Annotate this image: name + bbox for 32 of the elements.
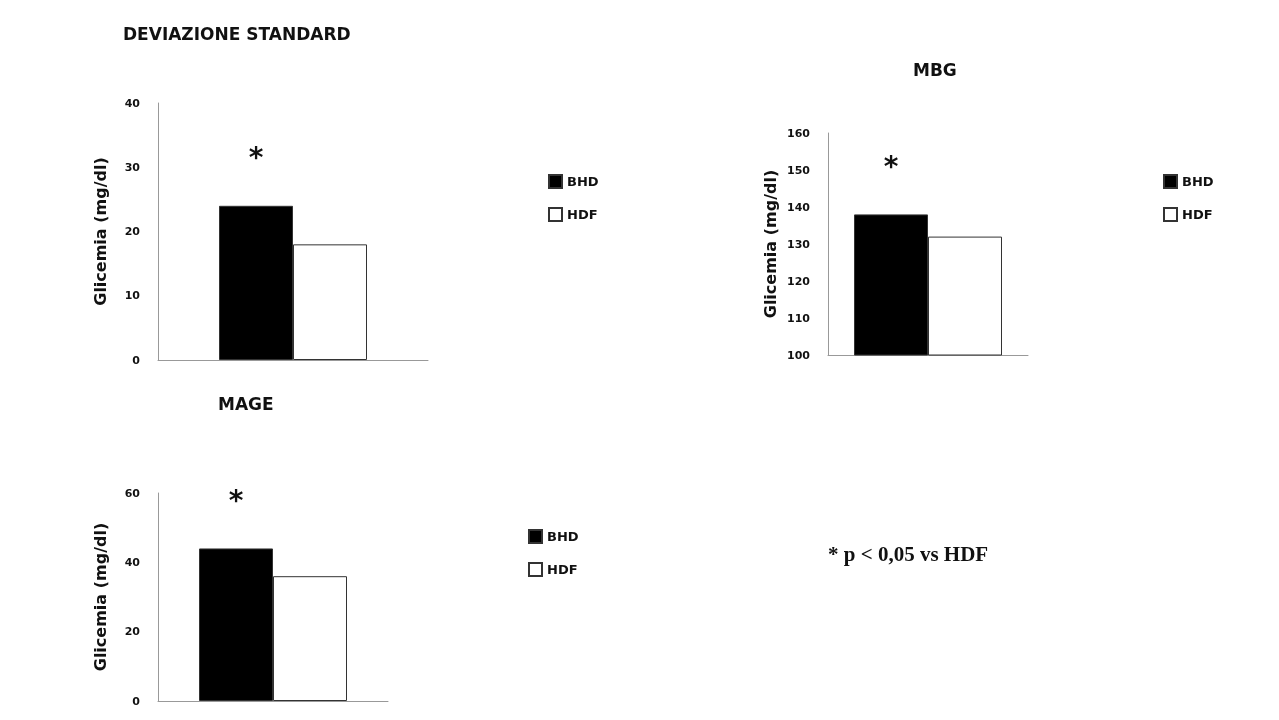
y-tick-label: 20	[124, 225, 141, 238]
chart-title: DEVIAZIONE STANDARD	[123, 23, 351, 44]
legend-label: BHD	[1182, 174, 1214, 189]
chart-title: MBG	[913, 59, 957, 80]
annotation: *	[883, 149, 899, 183]
legend-label: BHD	[547, 529, 579, 544]
annotation: *	[228, 483, 244, 517]
y-tick-label: 150	[787, 163, 811, 177]
y-tick-label: 100	[787, 348, 811, 362]
y-axis-title: Glicemia (mg/dl)	[760, 169, 780, 319]
y-tick-label: 40	[124, 96, 141, 110]
legend-label: HDF	[567, 207, 598, 222]
y-tick-label: 10	[124, 289, 141, 303]
legend-label: HDF	[1182, 207, 1213, 222]
y-tick-label: 0	[132, 353, 141, 367]
y-tick-label: 20	[124, 625, 141, 639]
y-tick-label: 140	[787, 200, 811, 214]
y-tick-label: 110	[787, 311, 811, 325]
y-tick-label: 30	[124, 160, 141, 174]
legend-label: HDF	[547, 562, 578, 577]
y-axis-title: Glicemia (mg/dl)	[90, 522, 110, 672]
y-axis-title: Glicemia (mg/dl)	[90, 157, 110, 306]
legend-label: BHD	[567, 174, 599, 189]
y-tick-label: 130	[787, 237, 811, 251]
y-tick-label: 120	[787, 274, 811, 288]
chart-title: MAGE	[218, 393, 274, 414]
y-tick-label: 60	[124, 486, 141, 500]
text: * p < 0,05 vs HDF	[828, 541, 989, 566]
annotation: *	[248, 141, 264, 175]
y-tick-label: 40	[124, 555, 141, 569]
y-tick-label: 160	[787, 126, 811, 140]
y-tick-label: 0	[132, 694, 141, 708]
